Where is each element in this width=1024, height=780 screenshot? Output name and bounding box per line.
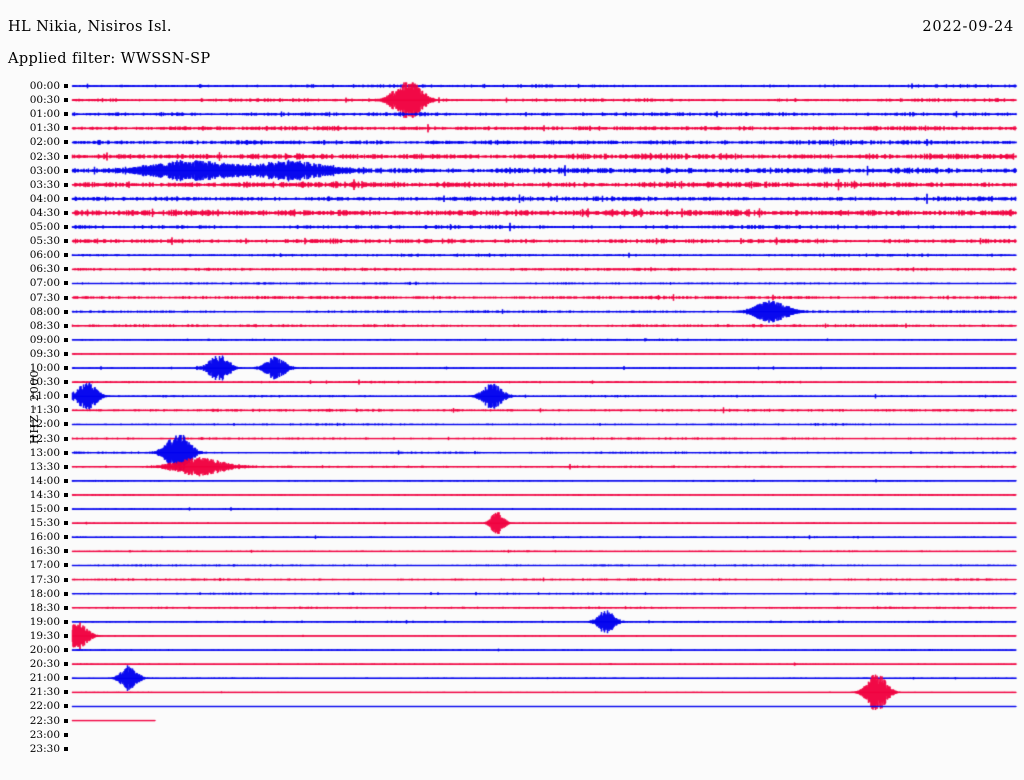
helicorder-canvas xyxy=(0,78,1024,768)
station-title: HL Nikia, Nisiros Isl. xyxy=(8,19,172,35)
record-date: 2022-09-24 xyxy=(922,19,1014,35)
applied-filter-label: Applied filter: WWSSN-SP xyxy=(8,51,211,67)
